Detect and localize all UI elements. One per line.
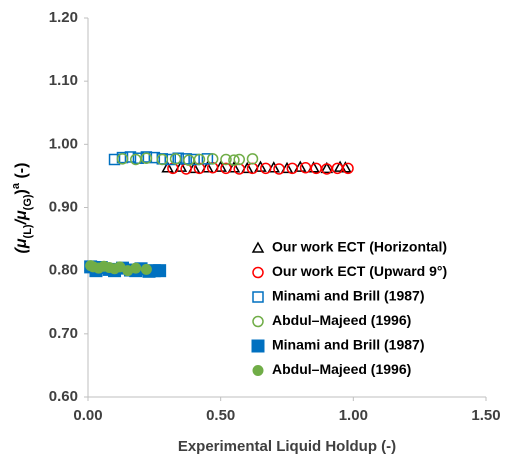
legend-marker [252,291,264,303]
y-label-part: /μ [13,210,30,225]
legend-text: Our work ECT (Upward 9°) [272,263,447,279]
y-label-part: a [10,182,22,189]
circle-marker [286,162,299,175]
circle-marker [156,153,169,166]
circle-marker [233,153,245,166]
square-marker [188,153,200,166]
circle-marker [220,162,232,175]
legend-text: Abdul–Majeed (1996) [272,361,411,377]
circle-marker [130,262,142,274]
legend-text: Abdul–Majeed (1996) [272,312,411,328]
circle-marker [273,163,285,175]
y-axis-label: (μ(L)/μ(G))a (-) [10,163,34,254]
triangle-marker [161,161,174,173]
y-label-part: ) [13,189,30,194]
triangle-marker [320,161,334,174]
circle-marker [342,162,354,175]
square-marker [124,151,137,163]
y-label-part: (L) [22,224,34,238]
x-tick-label: 0.00 [73,407,102,424]
x-tick-label: 1.50 [471,407,500,424]
x-tick-label: 0.50 [206,407,235,424]
legend-marker [252,266,264,279]
y-label-part: (G) [22,194,34,210]
square-marker [164,153,177,166]
legend-text: Minami and Brill (1987) [272,288,424,304]
x-axis-label: Experimental Liquid Holdup (-) [178,438,396,455]
circle-marker [260,162,272,175]
square-marker [148,151,161,164]
y-tick-label: 0.80 [49,262,78,279]
y-label-part: (-) [13,163,30,183]
y-tick-label: 1.10 [49,72,78,89]
legend-marker [251,241,265,253]
circle-marker [169,153,182,165]
y-tick-label: 1.00 [49,135,78,152]
circle-marker [116,153,129,165]
square-marker [153,264,167,278]
y-tick-label: 1.20 [49,9,78,26]
circle-marker [206,153,219,165]
y-label-part: (μ [13,238,30,253]
legend-marker [251,339,265,353]
legend-marker [252,315,264,328]
square-marker [201,153,214,165]
legend-text: Our work ECT (Horizontal) [272,239,447,255]
square-marker [108,153,121,166]
y-tick-label: 0.60 [49,388,78,405]
y-tick-label: 0.70 [49,325,78,342]
circle-marker [220,153,232,166]
legend-text: Minami and Brill (1987) [272,337,424,353]
circle-marker [130,153,142,166]
circle-marker [193,153,206,166]
circle-marker [140,152,153,164]
circle-marker [140,263,152,275]
x-tick-label: 1.00 [339,407,368,424]
y-tick-label: 0.90 [49,198,78,215]
circle-marker [246,153,259,165]
legend-marker [252,365,264,376]
circle-marker [228,154,240,166]
